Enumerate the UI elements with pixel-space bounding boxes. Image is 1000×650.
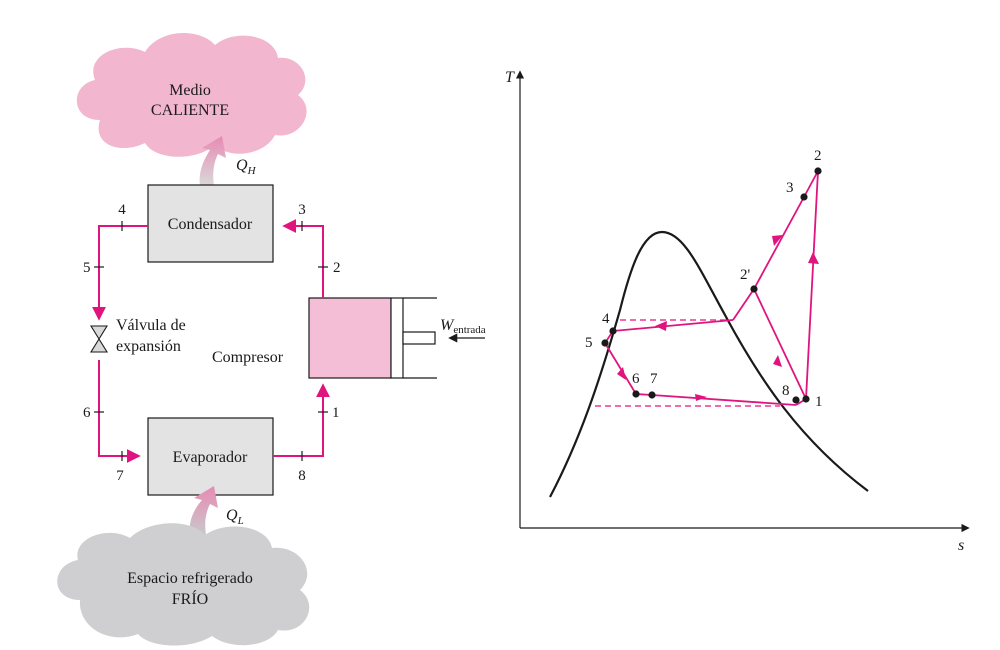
point-label-3: 3 (786, 180, 794, 196)
evaporator-box (147, 417, 274, 496)
refrigerant-piping (92, 219, 330, 463)
valve-label-line1: Válvula de (116, 317, 186, 334)
pressure-lines (595, 319, 780, 407)
cold-space-line1: Espacio refrigerado (127, 570, 253, 587)
state-label-7: 7 (116, 468, 124, 484)
heat-absorption-arrow (189, 486, 218, 535)
state-label-3: 3 (298, 202, 306, 218)
point-label-7: 7 (650, 371, 658, 387)
point-label-4: 4 (602, 311, 610, 327)
heat-rejection-arrow (199, 136, 226, 186)
hot-medium-line2: CALIENTE (151, 102, 229, 119)
point-label-5: 5 (585, 335, 593, 351)
hot-medium-cloud: Medio CALIENTE (76, 33, 307, 157)
point-label-8: 8 (782, 383, 790, 399)
saturation-dome (549, 230, 869, 498)
valve-label-line2: expansión (116, 338, 181, 355)
state-label-1: 1 (332, 405, 340, 421)
cold-space-line2: FRÍO (172, 589, 208, 608)
point-label-2-prime: 2' (740, 267, 751, 283)
state-label-4: 4 (118, 202, 126, 218)
hot-medium-line1: Medio (169, 82, 211, 99)
evaporator-label: Evaporador (173, 449, 248, 466)
work-input-label: Wentrada (440, 317, 486, 336)
y-axis-label: T (505, 69, 515, 86)
state-label-5: 5 (83, 260, 91, 276)
q-l-label: QL (226, 507, 244, 527)
cold-space-cloud: Espacio refrigerado FRÍO (57, 523, 310, 646)
q-h-label: QH (236, 157, 257, 177)
state-points (601, 167, 822, 404)
x-axis-label: s (958, 537, 964, 554)
point-label-2: 2 (814, 148, 822, 164)
point-label-6: 6 (632, 371, 640, 387)
cycle-direction-arrows (617, 235, 819, 401)
condenser-label: Condensador (168, 216, 253, 233)
ts-axes (515, 70, 970, 533)
cycle-process-lines (604, 170, 819, 406)
point-label-1: 1 (815, 394, 823, 410)
state-label-2: 2 (333, 260, 341, 276)
state-ticks (94, 221, 328, 461)
state-label-8: 8 (298, 468, 306, 484)
compressor (308, 297, 437, 379)
state-label-6: 6 (83, 405, 91, 421)
condenser-box (147, 184, 274, 263)
expansion-valve (90, 325, 108, 353)
compressor-label: Compresor (212, 349, 284, 366)
